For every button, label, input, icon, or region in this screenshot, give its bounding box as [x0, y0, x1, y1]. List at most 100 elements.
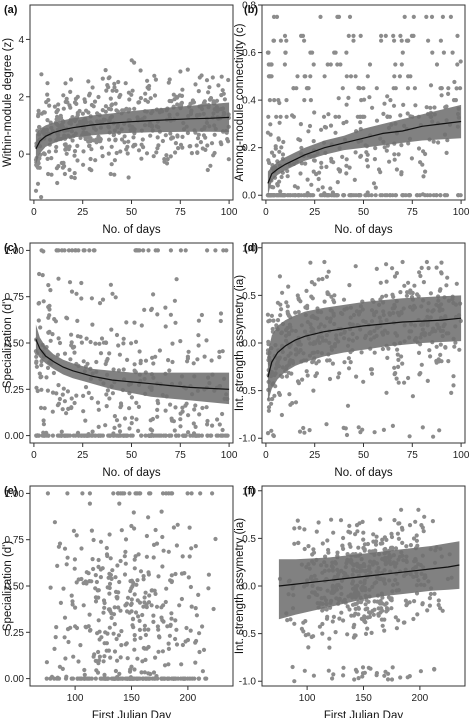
data-point [147, 433, 152, 438]
data-point [389, 606, 394, 611]
data-point [144, 602, 149, 607]
data-point [266, 408, 271, 413]
data-point [400, 259, 405, 265]
data-point [392, 274, 398, 279]
data-point [117, 671, 122, 677]
data-point [65, 491, 70, 496]
data-point [411, 14, 416, 19]
data-point [82, 672, 87, 677]
data-point [362, 97, 367, 102]
plot-area-f [277, 507, 460, 684]
data-point [282, 193, 287, 198]
data-point [139, 433, 144, 438]
data-point [381, 427, 386, 432]
data-point [326, 668, 331, 673]
data-point [316, 277, 321, 282]
data-point [196, 343, 201, 348]
data-point [396, 364, 401, 369]
data-point [98, 575, 103, 580]
data-point [399, 170, 404, 175]
data-point [93, 573, 98, 578]
data-point [115, 563, 120, 568]
data-point [405, 675, 410, 680]
data-point [284, 38, 289, 43]
data-point [35, 181, 41, 186]
y-axis-label: Int. strength assymetry (ia) [234, 275, 246, 411]
data-point [112, 605, 117, 610]
data-point [221, 248, 226, 253]
data-point [59, 160, 64, 166]
data-point [129, 597, 134, 602]
data-point [269, 401, 274, 406]
data-point [300, 377, 305, 382]
data-point [75, 143, 80, 148]
data-point [114, 88, 119, 93]
data-point [390, 665, 395, 670]
data-point [168, 402, 173, 407]
data-point [127, 97, 132, 102]
data-point [292, 541, 297, 546]
data-point [270, 396, 275, 402]
data-point [143, 98, 148, 103]
data-point [81, 581, 86, 586]
data-point [121, 336, 126, 341]
data-point [58, 600, 64, 606]
data-point [213, 248, 218, 253]
data-point [341, 673, 346, 678]
y-tick-label: 0.0 [242, 339, 256, 350]
data-point [76, 248, 81, 253]
data-point [275, 300, 280, 305]
data-point [284, 374, 289, 379]
data-point [185, 359, 190, 364]
data-point [282, 62, 287, 67]
data-point [353, 150, 358, 155]
data-point [118, 92, 123, 98]
data-point [205, 248, 210, 253]
data-point [374, 86, 379, 91]
data-point [72, 175, 77, 181]
data-point [55, 403, 61, 408]
data-point [279, 307, 284, 312]
data-point [79, 280, 84, 286]
data-point [345, 403, 351, 408]
data-point [372, 430, 377, 435]
data-point [139, 142, 144, 147]
data-point [93, 595, 98, 600]
data-point [396, 380, 401, 385]
data-point [52, 104, 58, 109]
data-point [308, 260, 313, 265]
data-point [155, 248, 160, 253]
x-tick-label: 50 [126, 450, 138, 461]
data-point [308, 50, 313, 55]
data-point [373, 185, 378, 190]
data-point [142, 623, 147, 628]
data-point [403, 193, 408, 198]
data-point [406, 375, 411, 381]
data-point [332, 293, 337, 298]
data-point [164, 586, 169, 591]
data-point [152, 93, 158, 98]
data-point [414, 538, 419, 543]
data-point [358, 120, 363, 125]
x-tick-label: 25 [77, 207, 89, 218]
data-point [395, 531, 400, 536]
data-point [37, 300, 42, 306]
data-point [121, 433, 126, 438]
data-point [446, 91, 451, 96]
data-point [278, 193, 283, 198]
data-point [122, 134, 127, 139]
data-point [129, 415, 135, 420]
data-point [328, 186, 333, 191]
data-point [57, 396, 63, 402]
data-point [189, 604, 194, 609]
data-point [88, 136, 93, 141]
data-point [111, 491, 116, 496]
data-point [418, 273, 423, 279]
data-point [76, 433, 81, 438]
data-point [65, 555, 70, 560]
data-point [160, 649, 165, 654]
data-point [205, 433, 210, 438]
data-point [204, 338, 209, 343]
data-point [410, 394, 415, 399]
data-point [369, 371, 375, 376]
